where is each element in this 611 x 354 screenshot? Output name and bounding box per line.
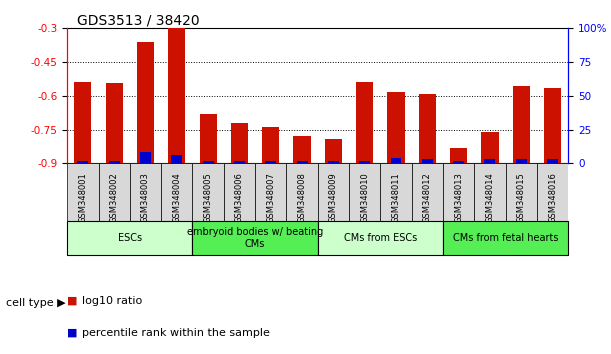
Text: embryoid bodies w/ beating
CMs: embryoid bodies w/ beating CMs	[187, 227, 323, 249]
Text: log10 ratio: log10 ratio	[82, 296, 143, 306]
Text: GDS3513 / 38420: GDS3513 / 38420	[77, 13, 200, 27]
FancyBboxPatch shape	[98, 163, 130, 221]
Bar	[78, 161, 89, 163]
Bar	[390, 158, 401, 163]
Bar	[262, 127, 279, 163]
FancyBboxPatch shape	[224, 163, 255, 221]
FancyBboxPatch shape	[192, 221, 318, 255]
Bar	[234, 161, 245, 163]
Bar	[328, 161, 339, 163]
FancyBboxPatch shape	[443, 163, 474, 221]
Text: GSM348013: GSM348013	[454, 172, 463, 223]
Bar	[547, 159, 558, 163]
FancyBboxPatch shape	[67, 221, 192, 255]
FancyBboxPatch shape	[412, 163, 443, 221]
Bar	[325, 138, 342, 163]
FancyBboxPatch shape	[443, 221, 568, 255]
Text: percentile rank within the sample: percentile rank within the sample	[82, 328, 270, 338]
Text: GSM348003: GSM348003	[141, 172, 150, 223]
FancyBboxPatch shape	[67, 163, 98, 221]
FancyBboxPatch shape	[318, 221, 443, 255]
Text: CMs from fetal hearts: CMs from fetal hearts	[453, 233, 558, 243]
Text: GSM348015: GSM348015	[517, 172, 525, 223]
FancyBboxPatch shape	[318, 163, 349, 221]
Text: ■: ■	[67, 296, 78, 306]
Bar	[231, 123, 248, 163]
Text: GSM348007: GSM348007	[266, 172, 275, 223]
FancyBboxPatch shape	[506, 163, 537, 221]
FancyBboxPatch shape	[474, 163, 506, 221]
Bar	[203, 161, 214, 163]
Bar	[171, 155, 182, 163]
Text: GSM348006: GSM348006	[235, 172, 244, 223]
Bar	[109, 161, 120, 163]
Bar	[106, 84, 123, 163]
Bar	[453, 161, 464, 163]
Bar	[200, 114, 217, 163]
FancyBboxPatch shape	[380, 163, 412, 221]
Bar	[544, 88, 561, 163]
FancyBboxPatch shape	[287, 163, 318, 221]
FancyBboxPatch shape	[255, 163, 287, 221]
Bar	[265, 161, 276, 163]
Text: CMs from ESCs: CMs from ESCs	[344, 233, 417, 243]
Text: GSM348014: GSM348014	[486, 172, 494, 223]
FancyBboxPatch shape	[161, 163, 192, 221]
Bar	[359, 161, 370, 163]
Text: ESCs: ESCs	[118, 233, 142, 243]
Text: GSM348008: GSM348008	[298, 172, 307, 223]
FancyBboxPatch shape	[537, 163, 568, 221]
Bar	[296, 161, 307, 163]
Text: cell type ▶: cell type ▶	[6, 298, 66, 308]
Text: GSM348001: GSM348001	[78, 172, 87, 223]
Text: GSM348002: GSM348002	[110, 172, 119, 223]
FancyBboxPatch shape	[130, 163, 161, 221]
Bar	[168, 28, 185, 163]
Bar	[293, 136, 310, 163]
Text: GSM348010: GSM348010	[360, 172, 369, 223]
Bar	[419, 93, 436, 163]
Bar	[356, 82, 373, 163]
Bar	[450, 148, 467, 163]
Text: GSM348009: GSM348009	[329, 172, 338, 223]
Bar	[387, 92, 404, 163]
Text: GSM348016: GSM348016	[548, 172, 557, 223]
Text: ■: ■	[67, 328, 78, 338]
Text: GSM348011: GSM348011	[392, 172, 400, 223]
FancyBboxPatch shape	[349, 163, 380, 221]
Text: GSM348012: GSM348012	[423, 172, 432, 223]
Bar	[513, 86, 530, 163]
Bar	[422, 159, 433, 163]
Bar	[140, 153, 151, 163]
FancyBboxPatch shape	[192, 163, 224, 221]
Bar	[137, 42, 154, 163]
Bar	[516, 159, 527, 163]
Text: GSM348004: GSM348004	[172, 172, 181, 223]
Bar	[485, 159, 496, 163]
Text: GSM348005: GSM348005	[203, 172, 213, 223]
Bar	[75, 82, 92, 163]
Bar	[481, 132, 499, 163]
